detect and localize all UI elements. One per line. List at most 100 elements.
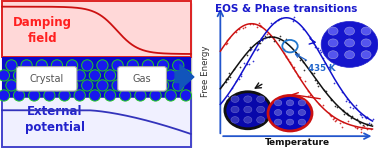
Point	[300, 28, 306, 30]
Ellipse shape	[119, 90, 131, 101]
Point	[308, 72, 314, 74]
Text: Damping
field: Damping field	[13, 16, 72, 45]
Text: Gas: Gas	[133, 74, 152, 84]
Point	[359, 116, 365, 118]
Point	[341, 112, 347, 115]
Point	[345, 113, 351, 116]
Ellipse shape	[127, 80, 138, 91]
Point	[244, 54, 250, 56]
Point	[347, 106, 353, 108]
Point	[259, 39, 265, 41]
Point	[254, 42, 260, 45]
Point	[364, 115, 370, 118]
Point	[255, 48, 261, 50]
Point	[227, 76, 233, 79]
Ellipse shape	[89, 90, 101, 101]
Circle shape	[257, 106, 265, 113]
Point	[259, 39, 265, 42]
Point	[266, 35, 273, 38]
Point	[358, 114, 364, 116]
Point	[257, 25, 263, 27]
Point	[288, 63, 294, 65]
Point	[332, 105, 338, 108]
Point	[300, 61, 306, 63]
Point	[226, 37, 232, 40]
Point	[354, 127, 360, 129]
Point	[290, 18, 296, 21]
Text: 435 K: 435 K	[296, 54, 336, 73]
Point	[293, 51, 299, 54]
Point	[340, 109, 346, 111]
Circle shape	[257, 117, 265, 123]
Point	[295, 75, 301, 77]
Point	[283, 56, 289, 58]
Point	[362, 116, 368, 119]
Text: Temperature: Temperature	[265, 137, 330, 147]
Circle shape	[231, 96, 239, 102]
Ellipse shape	[82, 80, 93, 91]
Point	[272, 21, 278, 24]
Point	[354, 118, 360, 120]
Point	[245, 63, 251, 65]
Ellipse shape	[6, 60, 17, 71]
Point	[332, 120, 338, 122]
Point	[242, 62, 248, 65]
Circle shape	[328, 27, 338, 35]
Point	[358, 130, 364, 133]
Ellipse shape	[165, 90, 176, 101]
Point	[344, 98, 350, 100]
Point	[364, 115, 370, 118]
Point	[349, 115, 355, 118]
Bar	[2, 57, 191, 97]
Ellipse shape	[59, 90, 70, 101]
Circle shape	[231, 106, 239, 113]
Point	[344, 112, 350, 115]
Point	[305, 89, 311, 92]
FancyBboxPatch shape	[118, 67, 166, 91]
Ellipse shape	[51, 80, 62, 91]
Ellipse shape	[29, 70, 40, 81]
Point	[225, 95, 231, 97]
Point	[328, 99, 334, 101]
Point	[311, 78, 318, 81]
Point	[339, 91, 345, 93]
Point	[358, 128, 364, 130]
Point	[333, 119, 339, 121]
Point	[301, 69, 307, 72]
Point	[248, 46, 254, 48]
Point	[226, 72, 232, 74]
Text: External
potential: External potential	[25, 105, 85, 134]
Circle shape	[321, 21, 378, 67]
Point	[249, 22, 256, 25]
Point	[359, 126, 365, 128]
Point	[330, 118, 336, 120]
Ellipse shape	[142, 80, 153, 91]
Point	[370, 118, 376, 121]
Point	[264, 33, 270, 36]
Point	[339, 125, 345, 128]
Point	[257, 24, 263, 27]
Point	[223, 78, 229, 80]
Point	[224, 99, 230, 101]
Point	[250, 59, 256, 62]
Point	[366, 122, 372, 124]
Point	[256, 41, 262, 44]
Circle shape	[298, 100, 305, 106]
Point	[256, 22, 262, 24]
Point	[275, 19, 281, 21]
Point	[283, 38, 289, 40]
Point	[350, 107, 356, 109]
Point	[320, 104, 326, 106]
Ellipse shape	[67, 80, 78, 91]
Point	[344, 113, 350, 115]
Point	[233, 80, 239, 82]
Circle shape	[345, 39, 355, 47]
Text: EOS & Phase transitions: EOS & Phase transitions	[215, 4, 358, 15]
Point	[352, 126, 358, 128]
Point	[285, 58, 291, 61]
Ellipse shape	[82, 60, 93, 71]
Point	[302, 58, 308, 61]
Ellipse shape	[6, 80, 17, 91]
Ellipse shape	[89, 70, 101, 81]
Point	[355, 127, 361, 130]
